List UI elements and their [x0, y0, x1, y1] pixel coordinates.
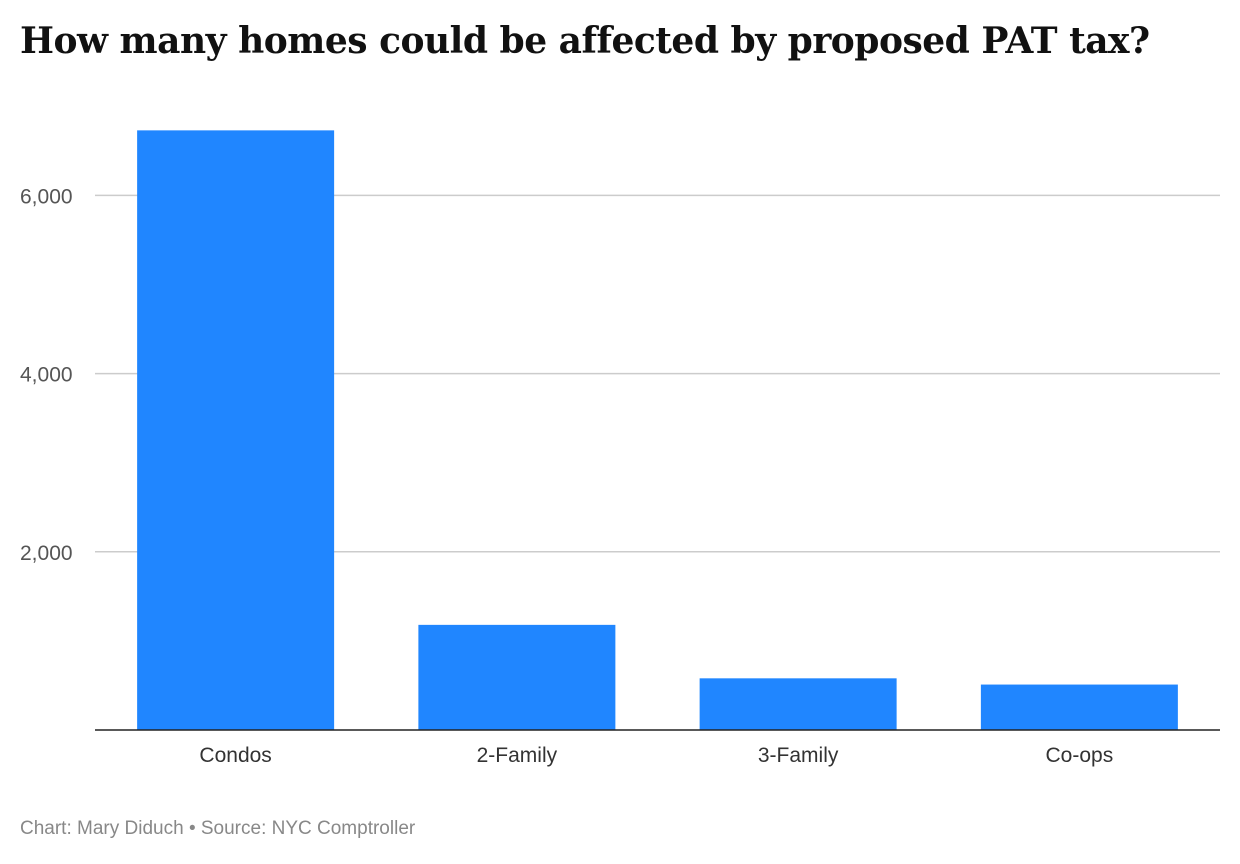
x-category-label: 2-Family — [477, 744, 558, 767]
x-category-label: Co-ops — [1046, 744, 1114, 767]
bars — [137, 130, 1178, 730]
bar-2-family — [418, 624, 616, 730]
x-category-label: Condos — [199, 744, 271, 767]
bar-co-ops — [980, 684, 1178, 730]
x-axis-categories: Condos 2-Family 3-Family Co-ops — [199, 744, 1113, 767]
bar-condos — [137, 130, 335, 730]
y-tick-label: 2,000 — [20, 542, 73, 565]
bar-3-family — [699, 678, 897, 730]
chart-title: How many homes could be affected by prop… — [20, 20, 1150, 62]
chart-credit: Chart: Mary Diduch • Source: NYC Comptro… — [20, 818, 416, 839]
y-tick-label: 6,000 — [20, 185, 73, 208]
y-tick-label: 4,000 — [20, 364, 73, 387]
y-axis-ticks: 2,000 4,000 6,000 — [20, 185, 73, 564]
x-category-label: 3-Family — [758, 744, 839, 767]
